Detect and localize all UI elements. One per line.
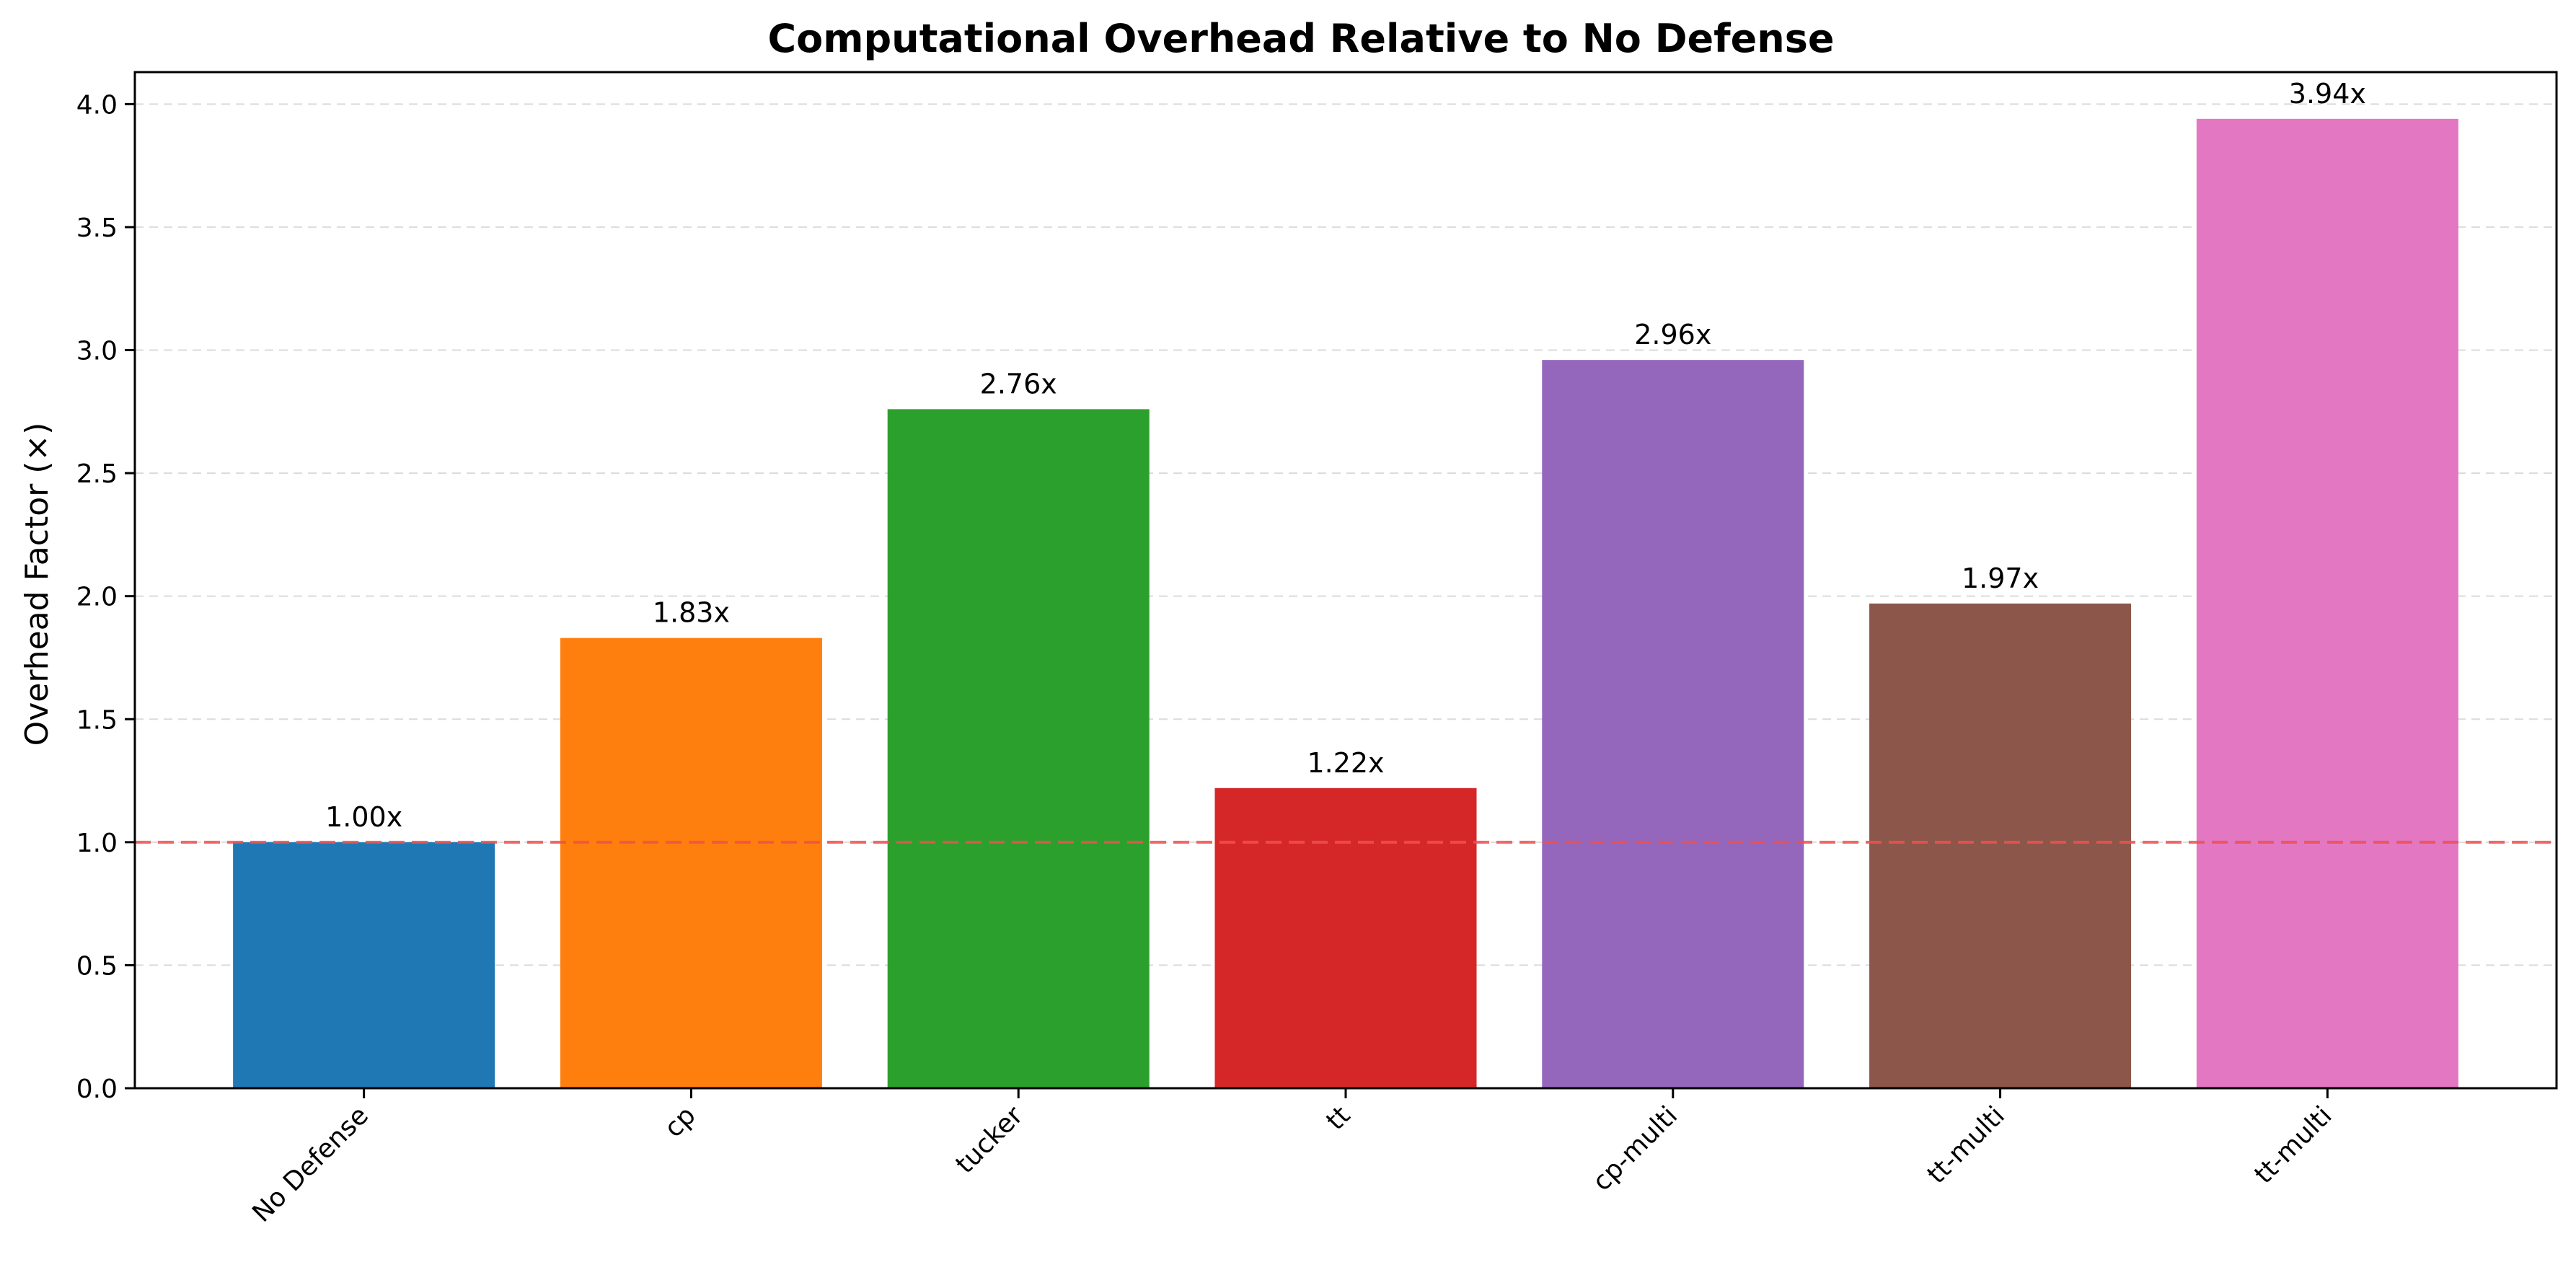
bar-value-label: 2.96x: [1634, 319, 1711, 350]
bar-value-labels: 1.00x 1.83x 2.76x 1.22x 2.96x 1.97x 3.94x: [325, 78, 2366, 833]
bar: [2196, 118, 2458, 1089]
chart-title: Computational Overhead Relative to No De…: [768, 16, 1835, 61]
bar: [233, 842, 495, 1088]
bar: [1869, 603, 2132, 1088]
bar: [560, 638, 822, 1088]
bar: [1214, 788, 1477, 1088]
y-tick-label: 1.0: [76, 829, 118, 858]
bar-value-label: 1.97x: [1962, 562, 2039, 594]
y-tick-label: 2.5: [76, 459, 118, 489]
bar: [1542, 360, 1804, 1089]
x-tick-label: tt: [1320, 1100, 1356, 1136]
y-tick-label: 0.5: [76, 951, 118, 981]
bar-value-label: 2.76x: [980, 368, 1057, 400]
x-tick-label: tt-multi: [1922, 1100, 2011, 1189]
bar-value-label: 3.94x: [2289, 78, 2366, 110]
x-tick-label: tucker: [950, 1100, 1029, 1179]
y-tick-label: 0.0: [76, 1075, 118, 1104]
x-tick-label: tt-multi: [2249, 1100, 2338, 1189]
bar-value-label: 1.00x: [325, 801, 402, 833]
y-tick-label: 2.0: [76, 583, 118, 612]
bars: [233, 118, 2458, 1089]
y-axis-ticks: 0.0 0.5 1.0 1.5 2.0 2.5 3.0 3.5 4.0: [76, 90, 135, 1104]
x-axis-ticks: No Defense cp tucker tt cp-multi tt-multi tt-m…: [247, 1088, 2338, 1228]
x-tick-label: cp-multi: [1587, 1100, 1683, 1196]
y-tick-label: 3.0: [76, 337, 118, 366]
bar: [887, 409, 1150, 1088]
x-tick-label: cp: [659, 1100, 702, 1143]
x-tick-label: No Defense: [247, 1100, 374, 1228]
y-tick-label: 1.5: [76, 705, 118, 735]
bar-value-label: 1.83x: [653, 597, 730, 629]
bar-value-label: 1.22x: [1307, 747, 1384, 779]
y-tick-label: 4.0: [76, 90, 118, 120]
y-axis-label: Overhead Factor (×): [19, 423, 56, 746]
y-tick-label: 3.5: [76, 213, 118, 243]
